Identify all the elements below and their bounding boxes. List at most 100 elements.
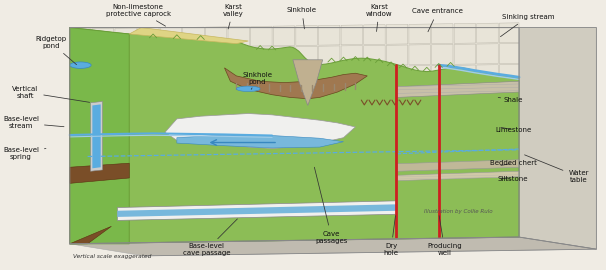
Polygon shape: [273, 193, 295, 213]
Polygon shape: [138, 174, 159, 194]
Polygon shape: [70, 62, 91, 68]
Polygon shape: [115, 70, 136, 90]
Polygon shape: [293, 60, 322, 106]
Polygon shape: [341, 213, 362, 233]
Text: Vertical
shaft: Vertical shaft: [12, 86, 90, 102]
Polygon shape: [431, 86, 453, 106]
Polygon shape: [431, 107, 453, 127]
Polygon shape: [251, 151, 272, 172]
Polygon shape: [228, 110, 250, 130]
Polygon shape: [409, 66, 430, 86]
Polygon shape: [397, 81, 519, 97]
Text: Base-level
spring: Base-level spring: [3, 147, 46, 160]
Polygon shape: [409, 170, 430, 191]
Text: Limestone: Limestone: [495, 127, 531, 133]
Polygon shape: [115, 216, 136, 237]
Polygon shape: [386, 66, 408, 86]
Polygon shape: [296, 26, 318, 45]
Text: Illustration by Collie Rulo: Illustration by Collie Rulo: [424, 209, 493, 214]
Polygon shape: [251, 131, 272, 151]
Polygon shape: [70, 237, 596, 256]
Polygon shape: [273, 26, 295, 46]
Polygon shape: [319, 130, 340, 150]
Polygon shape: [499, 65, 519, 85]
Text: Cave
passages: Cave passages: [315, 167, 348, 244]
Polygon shape: [364, 45, 385, 66]
Polygon shape: [251, 173, 272, 193]
Polygon shape: [364, 25, 385, 45]
Polygon shape: [115, 112, 136, 132]
Polygon shape: [341, 87, 362, 108]
Polygon shape: [205, 68, 227, 89]
Polygon shape: [70, 28, 519, 244]
Polygon shape: [92, 133, 114, 153]
Polygon shape: [251, 110, 272, 130]
Text: Cave entrance: Cave entrance: [412, 8, 463, 32]
Polygon shape: [205, 152, 227, 172]
Polygon shape: [92, 217, 114, 237]
Polygon shape: [341, 192, 362, 212]
Polygon shape: [70, 175, 91, 195]
Text: Producing
well: Producing well: [427, 216, 462, 256]
Polygon shape: [183, 27, 204, 47]
Polygon shape: [454, 149, 476, 169]
Polygon shape: [319, 67, 340, 87]
Polygon shape: [409, 212, 430, 232]
Polygon shape: [364, 108, 385, 128]
Polygon shape: [160, 90, 182, 110]
Polygon shape: [341, 129, 362, 150]
Polygon shape: [205, 215, 227, 235]
Polygon shape: [454, 23, 476, 43]
Polygon shape: [296, 88, 318, 108]
Polygon shape: [296, 172, 318, 192]
Polygon shape: [319, 46, 340, 66]
Polygon shape: [205, 194, 227, 214]
Polygon shape: [205, 89, 227, 110]
Polygon shape: [138, 28, 159, 48]
Polygon shape: [386, 171, 408, 191]
Polygon shape: [296, 151, 318, 171]
Polygon shape: [183, 173, 204, 194]
Polygon shape: [228, 26, 250, 46]
Text: Dry
hole: Dry hole: [384, 216, 399, 256]
Polygon shape: [251, 68, 272, 88]
Polygon shape: [70, 70, 91, 90]
Polygon shape: [386, 87, 408, 107]
Polygon shape: [273, 46, 295, 67]
Polygon shape: [138, 195, 159, 215]
Polygon shape: [228, 194, 250, 214]
Polygon shape: [273, 109, 295, 130]
Polygon shape: [92, 104, 101, 168]
Polygon shape: [115, 133, 136, 153]
Polygon shape: [70, 28, 519, 244]
Text: Base-level
stream: Base-level stream: [3, 116, 64, 129]
Polygon shape: [160, 132, 182, 152]
Polygon shape: [319, 193, 340, 213]
Polygon shape: [160, 153, 182, 173]
Polygon shape: [431, 65, 453, 86]
Polygon shape: [397, 171, 519, 181]
Text: Non-limestone
protective caprock: Non-limestone protective caprock: [105, 4, 171, 26]
Polygon shape: [138, 69, 159, 89]
Polygon shape: [251, 26, 272, 46]
Polygon shape: [115, 195, 136, 215]
Text: Water
table: Water table: [525, 155, 589, 183]
Polygon shape: [386, 192, 408, 212]
Text: Sinkhole: Sinkhole: [287, 7, 317, 29]
Polygon shape: [70, 154, 91, 174]
Polygon shape: [431, 44, 453, 65]
Polygon shape: [454, 44, 476, 64]
Polygon shape: [454, 128, 476, 148]
Polygon shape: [431, 170, 453, 190]
Polygon shape: [386, 212, 408, 233]
Polygon shape: [319, 88, 340, 108]
Polygon shape: [160, 111, 182, 131]
Polygon shape: [477, 190, 498, 211]
Polygon shape: [454, 191, 476, 211]
Polygon shape: [205, 110, 227, 130]
Polygon shape: [183, 111, 204, 131]
Polygon shape: [319, 214, 340, 234]
Polygon shape: [138, 216, 159, 236]
Polygon shape: [499, 211, 519, 231]
Polygon shape: [499, 23, 519, 43]
